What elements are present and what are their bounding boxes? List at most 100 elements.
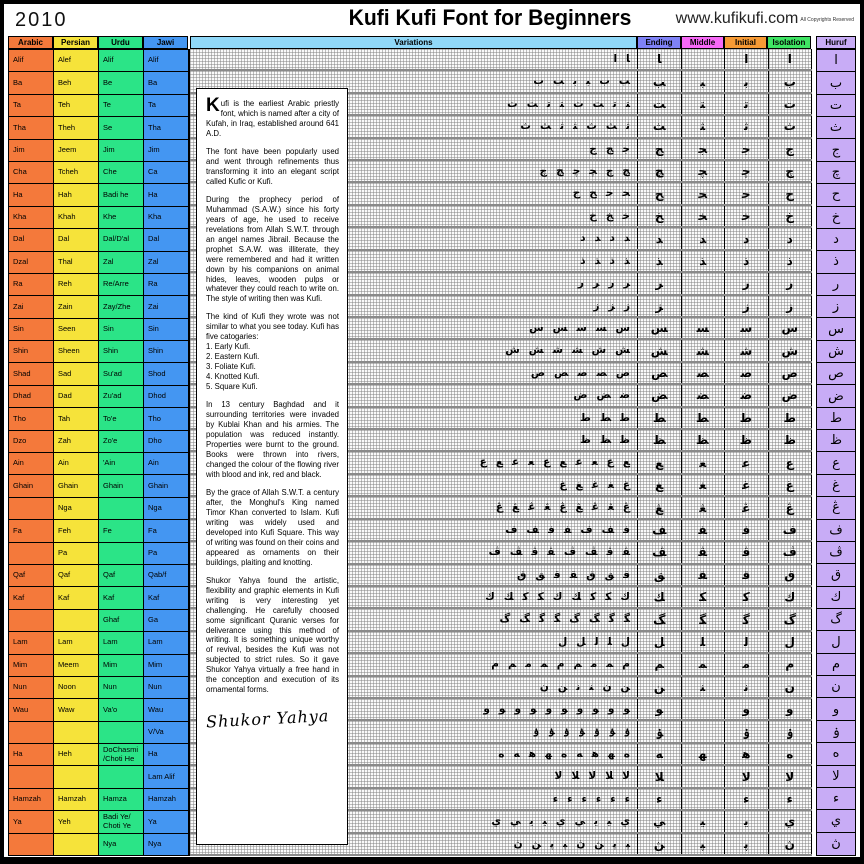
variations-cell: ش‍ش ش‍‍ش‍ش‍ش (190, 340, 638, 361)
ending-form-glyph: ‍گ (653, 612, 666, 627)
initial-form-glyph: ڠ‍ (742, 500, 751, 515)
variation-glyph: ‍ظ (599, 434, 612, 447)
initial-form-glyph: ط‍ (740, 410, 752, 425)
variation-glyph: ‍ه (513, 747, 520, 760)
ending-form-cell: ‍ظ (638, 430, 682, 451)
isolation-form-cell: ل (769, 631, 812, 653)
column-header-huruf: Huruf (816, 36, 856, 49)
variation-glyph: خ (589, 209, 597, 222)
initial-form-cell: ي‍ (725, 811, 769, 832)
variation-glyph: ء (610, 792, 616, 805)
initial-form-cell: ء‍ (725, 788, 769, 810)
huruf-letter-cell: ت (817, 95, 855, 118)
middle-form-glyph: ‍غ‍ (699, 478, 707, 493)
variations-cell: ل ‍ل ل‍ ‍ل‍ ل (190, 631, 638, 653)
variation-glyph: ‍ك‍ (537, 590, 544, 603)
name-cell-arabic: Shad (9, 362, 54, 385)
variation-glyph: ي‍ (594, 815, 599, 828)
variations-cell: س ‍س س‍ ‍س‍ س (190, 317, 638, 339)
middle-form-cell: ‍د‍ (682, 228, 725, 249)
name-cell-urdu: Mim (99, 653, 144, 676)
variation-glyph: ل‍ (594, 635, 599, 648)
name-cell-jawi: Ra (144, 272, 189, 296)
ending-form-glyph: ‍د (655, 231, 663, 246)
name-cell-urdu: Zo'e (99, 429, 144, 452)
variation-glyph: ڤ (488, 546, 501, 559)
name-cell-persian: Beh (54, 71, 99, 94)
name-cell-arabic: Zai (9, 295, 54, 318)
name-cell-persian: Sheen (54, 340, 99, 363)
middle-form-cell: ‍م‍ (682, 654, 725, 675)
isolation-form-cell: ت (769, 93, 812, 115)
variation-glyph: ه (623, 747, 630, 760)
variation-glyph: ي (491, 815, 501, 828)
name-cell-arabic: Fa (9, 519, 54, 542)
ending-form-cell: ‍ر (638, 273, 682, 294)
isolation-form-glyph: ب (783, 74, 796, 89)
middle-form-cell: ‍ي‍ (682, 811, 725, 832)
variation-glyph: م‍ (525, 658, 532, 671)
ending-form-cell: ‍ش (638, 340, 682, 361)
column-header-ending: Ending (637, 36, 681, 49)
isolation-form-glyph: ۏ (786, 724, 794, 739)
name-cell-persian: Teh (54, 93, 99, 117)
column-header-jawi: Jawi (143, 36, 188, 49)
name-cell-urdu: Sin (99, 317, 144, 341)
variations-cell: ص ‍ص ص‍ ‍ص‍ ص (190, 362, 638, 384)
name-cell-jawi: Nun (144, 675, 189, 699)
isolation-form-cell: ظ (769, 430, 812, 451)
ending-form-cell: ‍س (638, 317, 682, 339)
isolation-form-glyph: ذ (786, 253, 793, 268)
huruf-letter-cell: د (817, 229, 855, 252)
huruf-column: ا ب ت ث ج چ ح خ د ذ ر ز س ش ص ض ط ظ ع غ ڠ ف ڤ ق ك گ ل م ن و ۏ ه لا ء ي ڽ (816, 49, 856, 856)
name-cell-jawi: Dal (144, 228, 189, 251)
variation-glyph: ‍ت‍ (625, 97, 630, 110)
name-cell-urdu: Badi he (99, 183, 144, 206)
name-cell-persian: Dad (54, 384, 99, 408)
ending-form-cell: ‍ل (638, 631, 682, 653)
name-cell-arabic: Tha (9, 116, 54, 139)
isolation-form-glyph: ش (781, 343, 799, 358)
initial-form-cell: لا‍ (725, 766, 769, 787)
variation-glyph: ‍ك (571, 590, 582, 603)
variation-glyph: ‍ط (599, 411, 612, 424)
name-cell-arabic: Sin (9, 317, 54, 341)
variation-glyph: ‍ب‍ (586, 75, 591, 88)
name-cell-persian: Pa (54, 541, 99, 564)
middle-form-cell: ‍ب‍ (682, 71, 725, 92)
variation-glyph: ‍ت (526, 97, 538, 110)
poster-title: Kufi Kufi Font for Beginners (348, 5, 632, 30)
variation-glyph: ب‍ (573, 75, 578, 88)
huruf-letter-cell: غ (817, 475, 855, 498)
variation-glyph: ي (555, 815, 566, 828)
middle-form-cell: ‍ڤ‍ (682, 542, 725, 563)
variation-glyph: ۏ (563, 725, 570, 738)
initial-form-glyph: ن‍ (743, 679, 749, 694)
isolation-form-cell: ڠ (769, 497, 812, 518)
name-cell-urdu: Ghain (99, 474, 144, 497)
initial-form-cell: ت‍ (725, 93, 769, 115)
ending-form-cell: ‍ص (638, 362, 682, 384)
initial-form-cell: ر‍ (725, 273, 769, 294)
name-cell-arabic (9, 541, 54, 564)
initial-form-glyph: ۏ‍ (742, 724, 750, 739)
initial-form-cell: ط‍ (725, 407, 769, 429)
variation-glyph: ‍ڽ (594, 837, 604, 850)
variation-glyph: ف (505, 523, 518, 536)
isolation-form-glyph: ك (784, 590, 796, 605)
variation-glyph: ‍ص‍ (596, 366, 607, 379)
website-label: www.kufikufi.com All Copyrights Reserved (676, 10, 854, 28)
isolation-form-cell: ب (769, 71, 812, 92)
variation-glyph: ‍ر (592, 277, 600, 290)
initial-form-glyph: ع‍ (742, 455, 751, 470)
variation-glyph: ر (577, 277, 584, 290)
isolation-form-cell: ڤ (769, 542, 812, 563)
middle-form-glyph: ‍ي‍ (700, 814, 706, 829)
initial-form-glyph: ذ‍ (743, 253, 750, 268)
variations-cell: ع‍ع ع‍‍ع‍ع‍ع ع‍‍ع‍ع‍ع (190, 452, 638, 473)
variation-glyph: ‍غ (575, 478, 583, 491)
name-cell-persian: Tah (54, 407, 99, 430)
isolation-form-cell: ع (769, 452, 812, 473)
article-paragraph: During the prophecy period of Muhammad (… (206, 194, 339, 304)
